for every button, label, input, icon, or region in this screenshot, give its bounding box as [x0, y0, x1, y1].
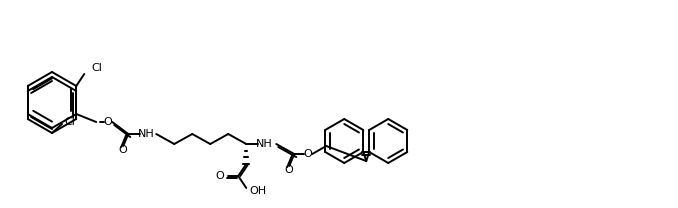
Text: O: O — [104, 117, 113, 127]
Text: NH: NH — [256, 139, 273, 149]
Text: O: O — [216, 171, 224, 181]
Text: OH: OH — [250, 186, 266, 196]
Text: O: O — [119, 145, 127, 155]
Text: Cl: Cl — [92, 63, 102, 73]
Text: NH: NH — [138, 129, 155, 139]
Text: O: O — [304, 149, 313, 159]
Text: Cl: Cl — [64, 117, 75, 127]
Text: O: O — [285, 165, 294, 175]
